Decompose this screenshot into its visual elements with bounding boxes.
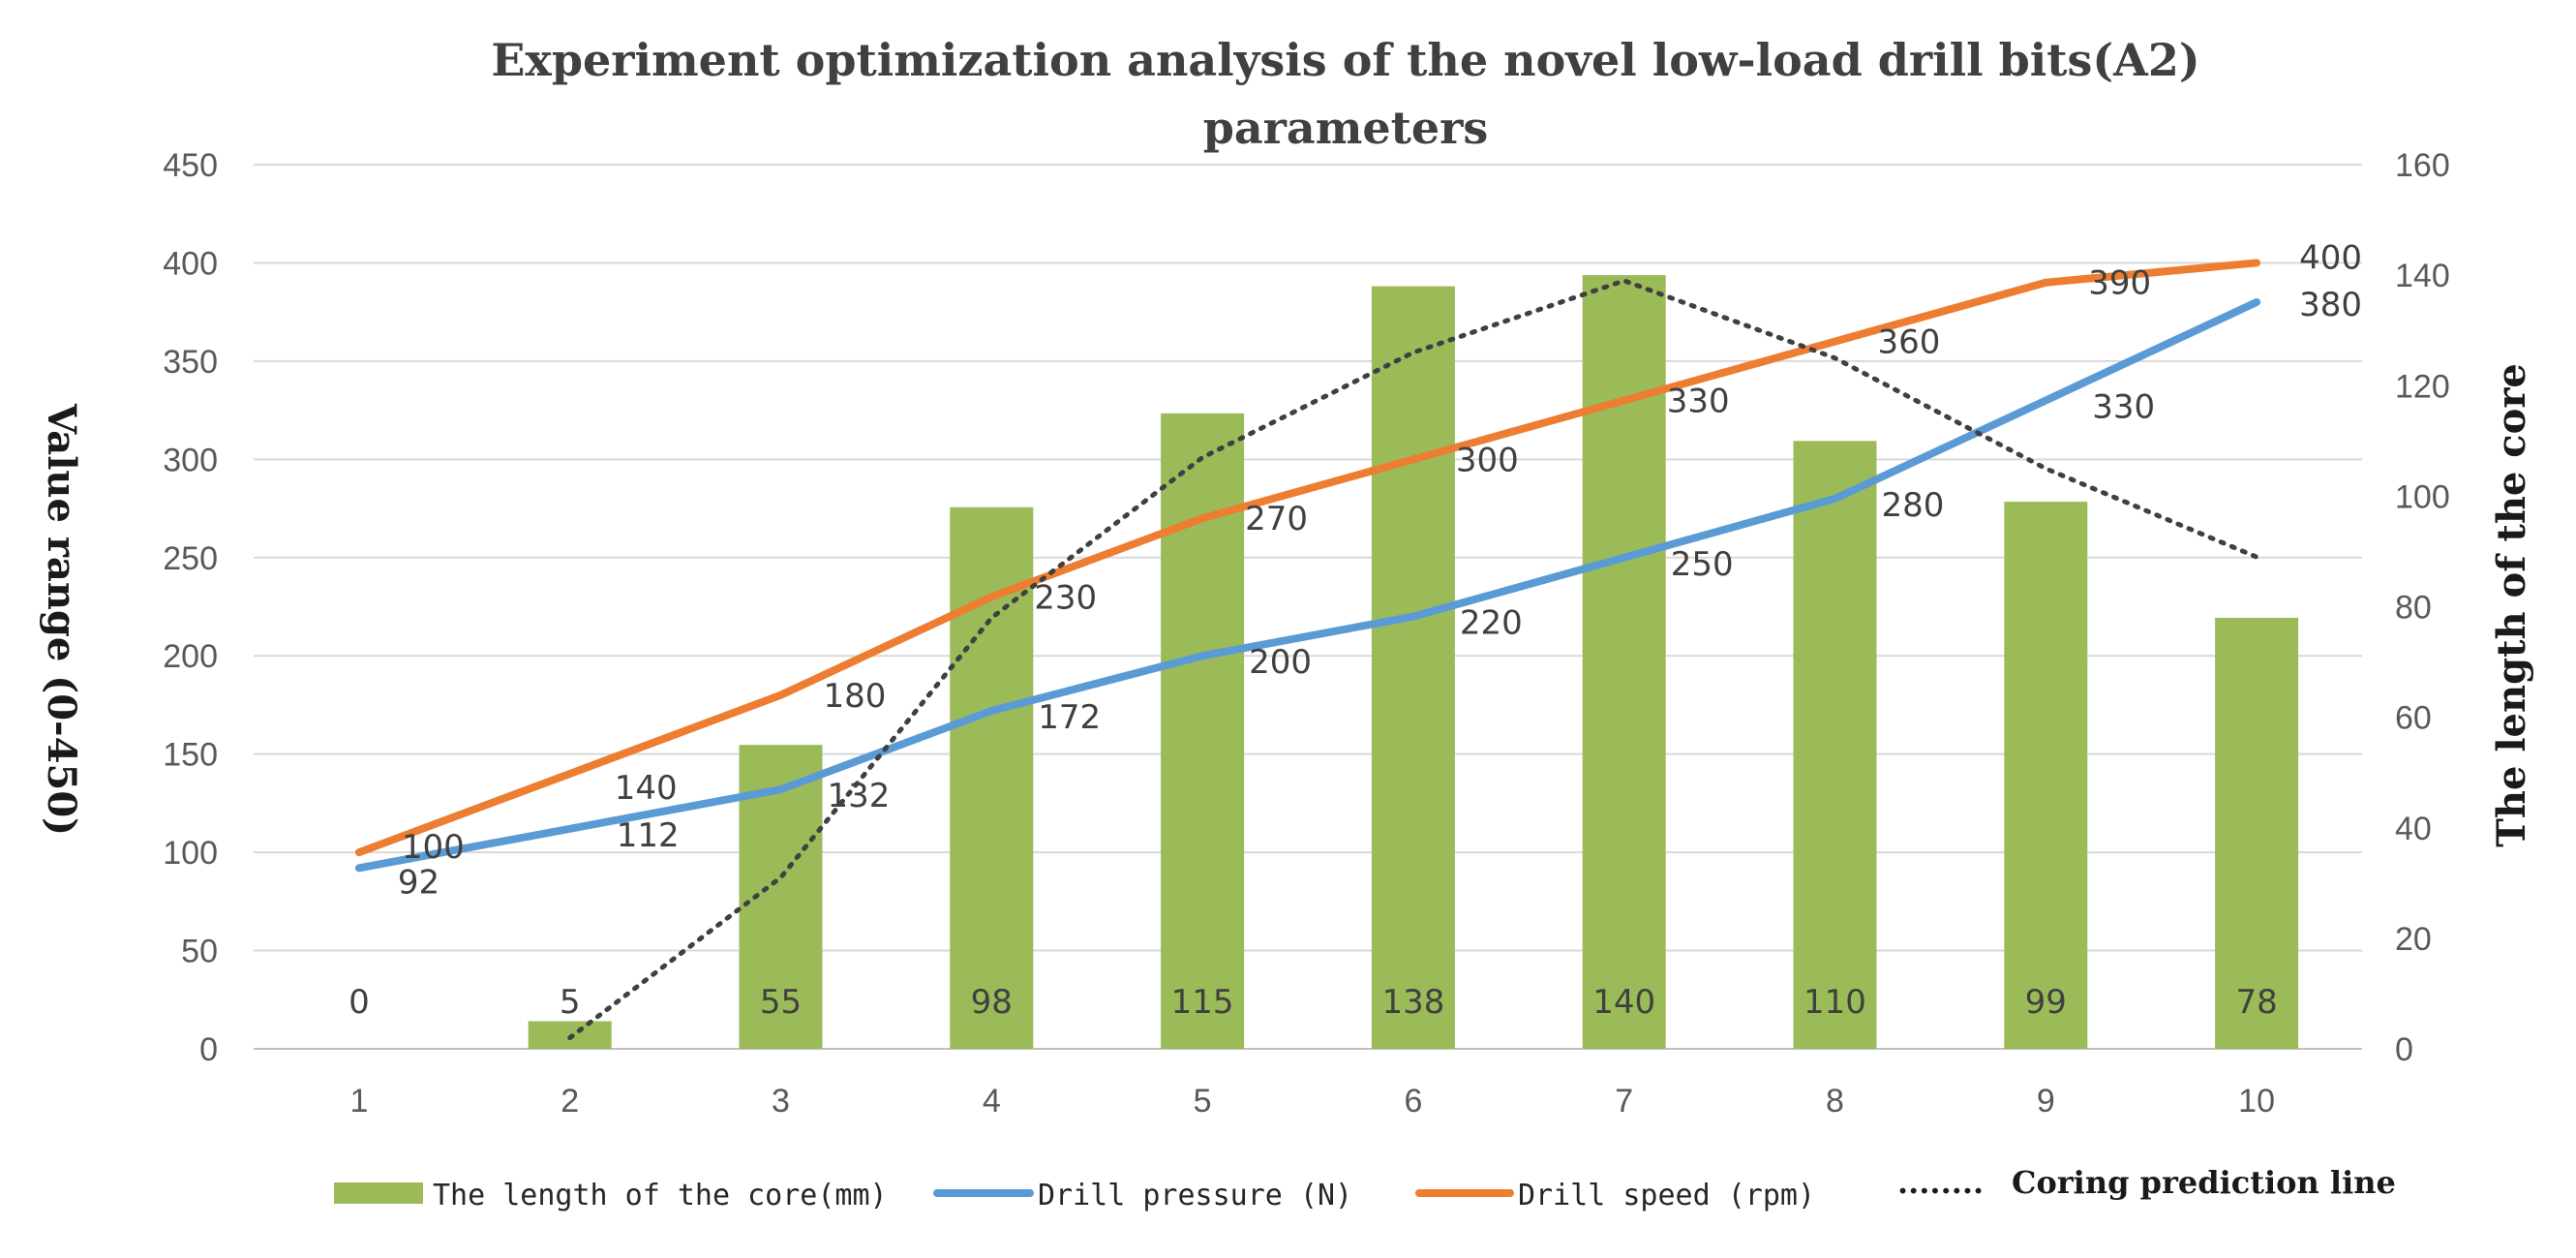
y-right-tick-label: 60	[2395, 700, 2432, 737]
bar	[2215, 617, 2299, 1049]
y-left-tick-label: 250	[163, 540, 218, 577]
bar-data-label: 0	[349, 983, 370, 1022]
bar-data-label: 99	[2025, 983, 2067, 1022]
y-axis-right-title: The length of the core	[2489, 363, 2534, 847]
pressure-data-label: 112	[617, 816, 680, 855]
speed-data-label: 230	[1034, 578, 1097, 617]
bar-series	[528, 275, 2299, 1050]
y-right-tick-label: 40	[2395, 811, 2432, 847]
x-tick-label: 9	[2037, 1083, 2055, 1120]
pressure-data-label: 330	[2092, 387, 2155, 426]
legend-swatch-core-length	[334, 1182, 423, 1204]
y-left-tick-label: 0	[199, 1031, 218, 1068]
speed-data-label: 180	[824, 677, 887, 716]
bar-data-label: 78	[2235, 983, 2277, 1022]
drill-pressure-line	[354, 298, 2261, 873]
y-right-tick-label: 120	[2395, 368, 2450, 405]
speed-data-label: 360	[1878, 323, 1941, 362]
pressure-data-label: 280	[1882, 486, 1945, 525]
y-left-tick-label: 300	[163, 442, 218, 478]
y-right-tick-label: 0	[2395, 1031, 2413, 1068]
y-left-tick-label: 150	[163, 737, 218, 774]
y-left-tick-label: 400	[163, 245, 218, 282]
legend-label-drill-pressure: Drill pressure (N)	[1038, 1179, 1352, 1212]
chart-title-line-1: Experiment optimization analysis of the …	[491, 34, 2199, 86]
pressure-data-label: 220	[1460, 604, 1523, 643]
x-tick-label: 3	[772, 1083, 790, 1120]
speed-data-label: 300	[1456, 441, 1519, 479]
y-left-tick-label: 350	[163, 344, 218, 381]
chart-title-line-2: parameters	[1203, 102, 1489, 154]
x-tick-label: 4	[983, 1083, 1001, 1120]
y-axis-left-title: Value range (0-450)	[39, 403, 84, 836]
pressure-data-label: 172	[1038, 698, 1101, 737]
y-right-tick-label: 20	[2395, 921, 2432, 958]
bar-data-label: 110	[1803, 983, 1866, 1022]
y-left-tick-label: 50	[181, 934, 218, 970]
y-right-tick-label: 100	[2395, 478, 2450, 515]
bar-data-label: 115	[1171, 983, 1234, 1022]
legend: The length of the core(mm) Drill pressur…	[334, 1164, 2396, 1212]
speed-data-label: 140	[615, 769, 678, 808]
legend-label-coring-prediction: Coring prediction line	[2012, 1164, 2396, 1201]
bar-data-label: 140	[1592, 983, 1655, 1022]
bar-data-label: 55	[760, 983, 802, 1022]
bar	[1371, 286, 1455, 1050]
x-tick-label: 6	[1404, 1083, 1422, 1120]
x-tick-label: 5	[1194, 1083, 1212, 1120]
y-left-tick-label: 100	[163, 835, 218, 872]
pressure-data-label: 380	[2299, 286, 2362, 324]
drill-speed-line	[354, 259, 2261, 857]
pressure-data-label: 200	[1249, 643, 1312, 682]
legend-label-core-length: The length of the core(mm)	[433, 1179, 888, 1212]
bar	[2004, 502, 2088, 1049]
y-right-tick-label: 80	[2395, 590, 2432, 627]
axes: 0501001502002503003504004500204060801001…	[163, 147, 2449, 1120]
speed-data-label: 400	[2299, 238, 2362, 277]
x-tick-label: 7	[1615, 1083, 1633, 1120]
pressure-data-label: 132	[828, 777, 891, 815]
speed-data-label: 330	[1667, 382, 1730, 420]
speed-data-label: 270	[1245, 500, 1308, 538]
legend-label-drill-speed: Drill speed (rpm)	[1518, 1179, 1815, 1212]
bar-data-label: 5	[560, 983, 581, 1022]
y-right-tick-label: 140	[2395, 258, 2450, 294]
pressure-data-label: 92	[398, 863, 439, 902]
speed-data-label: 390	[2088, 264, 2151, 303]
y-left-tick-label: 450	[163, 147, 218, 184]
speed-data-label: 100	[402, 828, 465, 867]
x-tick-label: 2	[561, 1083, 579, 1120]
legend-swatch-coring-prediction: ........	[1897, 1164, 1984, 1201]
x-tick-label: 10	[2238, 1083, 2275, 1120]
pressure-data-label: 250	[1671, 545, 1734, 584]
y-right-tick-label: 160	[2395, 147, 2450, 184]
bar-data-label: 138	[1381, 983, 1444, 1022]
x-tick-label: 1	[349, 1083, 368, 1120]
bar-data-label: 98	[971, 983, 1013, 1022]
y-left-tick-label: 200	[163, 638, 218, 675]
gridlines	[254, 164, 2362, 1050]
line-series	[354, 259, 2261, 1041]
data-labels: 0 5 55 98 115 138 140 110 99 78921121321722002202…	[349, 238, 2362, 1022]
coring-prediction-line	[567, 278, 2259, 1041]
x-tick-label: 8	[1826, 1083, 1844, 1120]
bar	[1793, 441, 1877, 1049]
